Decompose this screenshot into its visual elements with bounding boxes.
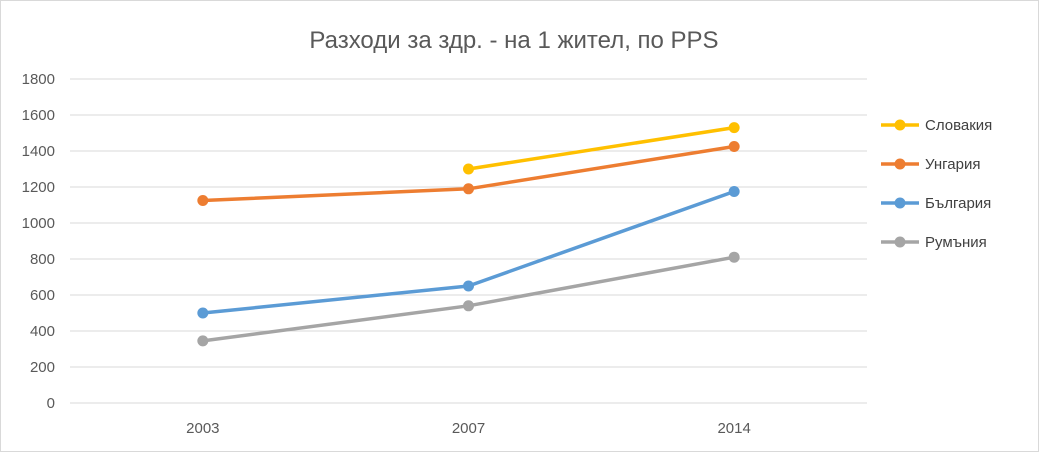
y-tick-label: 1000 bbox=[22, 215, 55, 232]
legend-label: Словакия bbox=[925, 117, 992, 134]
series-2 bbox=[197, 186, 740, 319]
series-1 bbox=[197, 141, 740, 206]
legend-item: Унгария bbox=[881, 156, 980, 173]
data-point bbox=[728, 141, 740, 152]
x-tick-label: 2007 bbox=[452, 420, 485, 437]
y-tick-label: 1200 bbox=[22, 179, 55, 196]
y-tick-label: 200 bbox=[30, 359, 55, 376]
legend-item: България bbox=[881, 195, 991, 212]
x-tick-label: 2003 bbox=[186, 420, 219, 437]
gridlines bbox=[70, 78, 867, 404]
y-axis-ticks: 0 200 400 600 800 1000 1200 1400 1600 1800 bbox=[22, 71, 55, 412]
x-axis-ticks: 2003 2007 2014 bbox=[186, 420, 751, 437]
y-tick-label: 0 bbox=[47, 395, 55, 412]
series-line bbox=[201, 255, 736, 343]
x-tick-label: 2014 bbox=[717, 420, 750, 437]
data-point bbox=[197, 335, 209, 347]
y-tick-label: 1600 bbox=[22, 107, 55, 124]
data-point bbox=[463, 163, 474, 175]
legend-label: Унгария bbox=[925, 156, 980, 173]
legend-label: България bbox=[925, 195, 991, 212]
data-point bbox=[728, 186, 740, 197]
y-tick-label: 400 bbox=[30, 323, 55, 340]
y-tick-label: 800 bbox=[30, 251, 55, 268]
data-point bbox=[463, 183, 474, 195]
legend-swatch-marker bbox=[894, 236, 906, 248]
data-point bbox=[463, 280, 474, 292]
legend-item: Румъния bbox=[881, 234, 987, 251]
series-3 bbox=[197, 251, 740, 347]
legend-swatch-marker bbox=[894, 119, 906, 131]
data-point bbox=[197, 307, 209, 319]
data-point bbox=[463, 300, 474, 312]
legend: Словакия Унгария България Румъния bbox=[881, 117, 992, 251]
y-tick-label: 600 bbox=[30, 287, 55, 304]
y-tick-label: 1400 bbox=[22, 143, 55, 160]
chart-title: Разходи за здр. - на 1 жител, по PPS bbox=[309, 27, 718, 54]
series-line bbox=[466, 125, 736, 171]
legend-item: Словакия bbox=[881, 117, 992, 134]
series-0 bbox=[463, 122, 740, 175]
legend-swatch-marker bbox=[894, 158, 906, 170]
data-point bbox=[197, 195, 209, 206]
legend-swatch-marker bbox=[894, 197, 906, 209]
data-point bbox=[728, 251, 740, 263]
series-lines bbox=[197, 122, 740, 347]
y-tick-label: 1800 bbox=[22, 71, 55, 88]
legend-label: Румъния bbox=[925, 234, 987, 251]
data-point bbox=[728, 122, 740, 134]
